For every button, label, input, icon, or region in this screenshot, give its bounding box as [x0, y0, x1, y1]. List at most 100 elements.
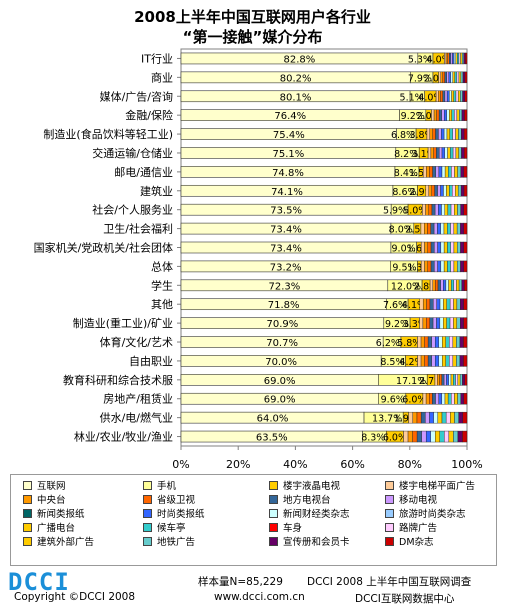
bar-other-media — [441, 166, 446, 178]
bar-other-media — [425, 411, 430, 424]
bar-other-media — [429, 317, 434, 329]
survey-name-text: DCCI 2008 上半年中国互联网调查 — [307, 576, 472, 588]
bar-other-media — [444, 109, 447, 121]
category-label: 金融/保险 — [125, 108, 173, 122]
bar-other-media — [433, 222, 438, 235]
bar-other-media — [462, 411, 468, 424]
bar-other-media — [458, 128, 462, 140]
x-tick-label: 80% — [398, 458, 422, 470]
bar-other-media — [451, 393, 455, 405]
bar-other-media — [456, 109, 460, 121]
bar-other-media — [446, 90, 450, 102]
bar-other-media — [424, 260, 428, 273]
label-lcd-tv: 3.3% — [403, 319, 427, 330]
bar-other-media — [437, 260, 442, 273]
category-label: 林业/农业/牧业/渔业 — [74, 430, 173, 444]
bar-other-media — [449, 355, 454, 367]
legend-label: 宣传册和会员卡 — [283, 537, 350, 548]
dcci-logo: DCCI — [8, 568, 70, 596]
bar-other-media — [434, 336, 439, 348]
bar-other-media — [449, 185, 453, 197]
bar-other-media — [445, 336, 450, 348]
bar-other-media — [427, 241, 432, 254]
bar-other-media — [458, 411, 464, 424]
category-label: 商业 — [151, 70, 173, 84]
copyright-text: Copyright ©DCCI 2008 — [14, 591, 136, 603]
bar-other-media — [454, 166, 458, 178]
bar-other-media — [452, 52, 455, 65]
bar-other-media — [433, 298, 437, 310]
legend-item: 建筑外部广告 — [23, 536, 94, 550]
bar-other-media — [452, 71, 456, 84]
bar-other-media — [445, 279, 449, 292]
bar-other-media — [447, 222, 451, 235]
category-label: 媒体/广告/咨询 — [100, 89, 173, 103]
bar-other-media — [448, 166, 452, 178]
label-mobile: 9.2% — [401, 111, 425, 122]
bar-other-media — [453, 374, 456, 386]
bar-other-media — [419, 317, 424, 329]
bar-other-media — [463, 52, 466, 65]
bar-other-media — [435, 90, 439, 102]
legend-swatch — [143, 509, 152, 518]
bar-other-media — [445, 52, 448, 65]
bar-other-media — [432, 128, 436, 140]
bar-other-media — [454, 203, 458, 216]
bar-other-media — [452, 147, 457, 159]
legend-label: 时尚类报纸 — [157, 509, 205, 520]
bar-other-media — [434, 260, 438, 273]
legend-label: 建筑外部广告 — [37, 537, 95, 548]
bar-other-media — [458, 279, 462, 292]
bar-other-media — [416, 430, 422, 443]
sample-size-text: 样本量N=85,229 — [198, 576, 283, 588]
bar-other-media — [438, 166, 443, 178]
bar-other-media — [452, 185, 456, 197]
bar-other-media — [422, 203, 426, 216]
label-internet: 80.1% — [280, 92, 312, 103]
bar-other-media — [441, 203, 445, 216]
bar-other-media — [431, 109, 435, 121]
bar-other-media — [447, 203, 452, 216]
bar-other-media — [438, 90, 441, 102]
bar-other-media — [459, 109, 463, 121]
bar-other-media — [427, 147, 432, 159]
x-tick-label: 40% — [283, 458, 307, 470]
bar-other-media — [456, 241, 461, 254]
bar-other-media — [463, 355, 468, 367]
legend-item: DM杂志 — [385, 536, 434, 550]
bar-other-media — [425, 430, 431, 443]
bar-other-media — [453, 430, 459, 443]
bar-other-media — [457, 393, 461, 405]
legend-label: 新闻类报纸 — [37, 509, 85, 520]
bar-other-media — [440, 185, 444, 197]
legend-label: 楼宇电梯平面广告 — [399, 481, 476, 492]
label-internet: 82.8% — [284, 54, 316, 65]
bar-other-media — [417, 336, 422, 348]
bar-other-media — [444, 90, 448, 102]
bar-other-media — [425, 185, 429, 197]
bar-other-media — [450, 203, 455, 216]
bar-other-media — [444, 393, 449, 405]
bar-other-media — [420, 411, 426, 424]
bar-other-media — [432, 279, 436, 292]
legend-item: 楼宇电梯平面广告 — [385, 480, 475, 494]
bar-other-media — [446, 71, 449, 84]
bar-other-media — [429, 298, 434, 310]
bar-other-media — [438, 336, 443, 348]
legend-item: 旅游时尚类杂志 — [385, 508, 466, 522]
bar-other-media — [463, 203, 468, 216]
bar-other-media — [434, 203, 439, 216]
bar-other-media — [430, 260, 435, 273]
bar-other-media — [435, 128, 439, 140]
label-lcd-tv: 4.1% — [402, 300, 426, 311]
label-mobile: 8.6% — [392, 187, 416, 198]
label-internet: 74.8% — [272, 168, 304, 179]
bar-other-media — [464, 279, 468, 292]
label-mobile: 5.9% — [383, 206, 407, 217]
bar-other-media — [463, 166, 468, 178]
bar-other-media — [450, 279, 455, 292]
bar-other-media — [445, 411, 451, 424]
bar-other-media — [427, 355, 432, 367]
label-internet: 73.5% — [270, 206, 302, 217]
legend-label: 手机 — [157, 481, 177, 492]
